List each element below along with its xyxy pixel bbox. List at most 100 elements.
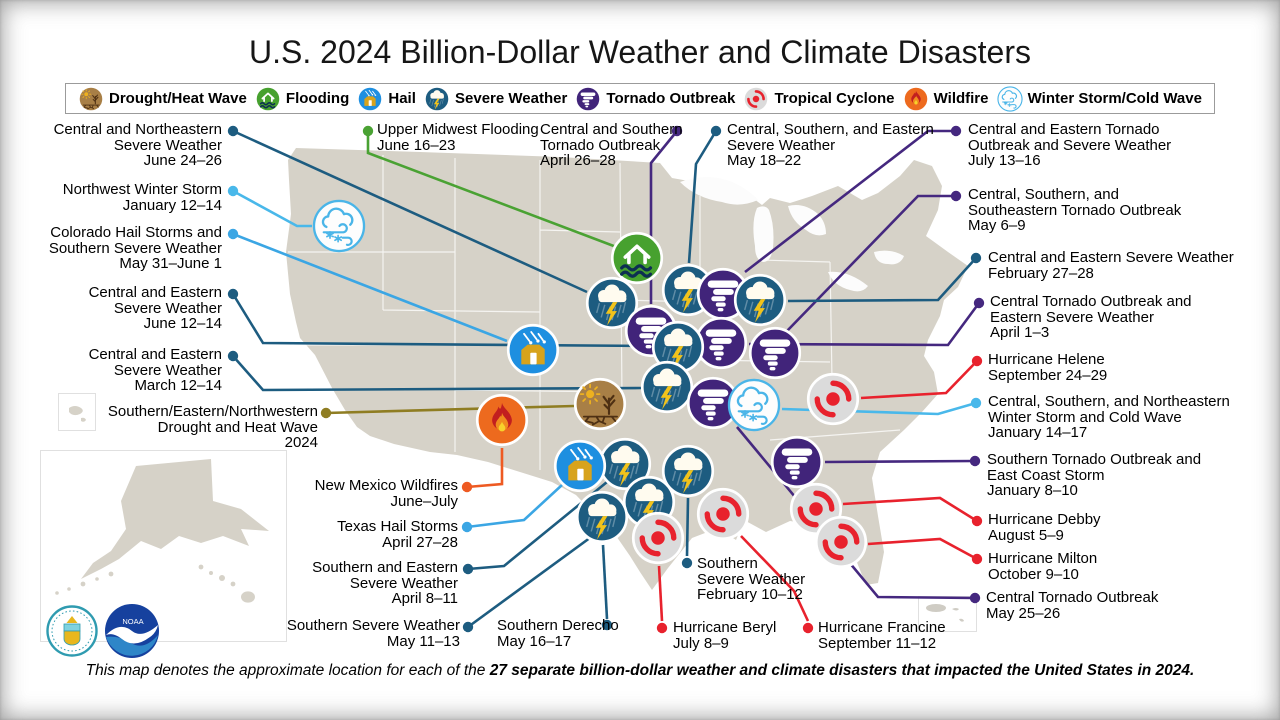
tornado-icon <box>770 435 824 489</box>
leader-line <box>232 232 508 343</box>
puerto-rico-inset <box>918 596 977 632</box>
disaster-label: Central, Southern, and Southeastern Torna… <box>968 186 1182 235</box>
hail-icon <box>506 323 560 377</box>
legend-item-drought: Drought/Heat Wave <box>78 86 247 112</box>
disaster-label: New Mexico Wildfires June–July <box>314 477 458 510</box>
disaster-label: Hurricane Beryl July 8–9 <box>673 619 777 652</box>
label-dot <box>970 397 982 409</box>
label-dot <box>601 619 613 631</box>
label-dot <box>681 557 693 569</box>
winter-icon <box>727 378 781 432</box>
cyclone-icon <box>631 511 685 565</box>
label-dot <box>971 355 983 367</box>
leader-line <box>467 480 608 571</box>
severe-icon <box>424 86 450 112</box>
leader-line <box>466 484 563 529</box>
legend-label: Hail <box>388 90 416 107</box>
leader-line <box>366 131 620 250</box>
label-dot <box>227 288 239 300</box>
aleutian-islands <box>55 571 114 595</box>
label-dot <box>971 553 983 565</box>
leader-line <box>232 189 312 228</box>
disaster-label: Upper Midwest Flooding June 16–23 <box>377 121 539 154</box>
leader-line <box>824 459 976 464</box>
pacific-islands-inset <box>58 393 96 431</box>
hail-icon <box>357 86 383 112</box>
legend-label: Severe Weather <box>455 90 568 107</box>
hail-icon <box>553 439 607 493</box>
label-dot <box>227 228 239 240</box>
label-dot <box>227 125 239 137</box>
label-dot <box>320 407 332 419</box>
label-dot <box>710 125 722 137</box>
leader-line <box>748 302 981 347</box>
disaster-label: Hurricane Milton October 9–10 <box>988 550 1098 583</box>
disaster-label: Southern/Eastern/Northwestern Drought and… <box>107 403 318 452</box>
leader-line <box>601 544 609 620</box>
disaster-label: Southern Derecho May 16–17 <box>497 617 619 650</box>
noaa-logo: NOAA <box>105 604 159 658</box>
leader-line <box>860 360 978 400</box>
label-dot <box>462 621 474 633</box>
severe-icon <box>575 490 629 544</box>
drought-icon <box>78 86 104 112</box>
label-dot <box>656 622 668 634</box>
legend-label: Wildfire <box>933 90 989 107</box>
legend-item-tornado: Tornado Outbreak <box>575 86 735 112</box>
legend-label: Drought/Heat Wave <box>109 90 247 107</box>
legend-label: Tropical Cyclone <box>774 90 895 107</box>
legend-label: Tornado Outbreak <box>606 90 736 107</box>
disaster-label: Central Tornado Outbreak and Eastern Seve… <box>990 293 1192 342</box>
label-dot <box>950 190 962 202</box>
label-dot <box>227 185 239 197</box>
legend-label: Flooding <box>285 90 350 107</box>
tornado-icon <box>575 86 601 112</box>
label-dot <box>461 521 473 533</box>
legend-item-winter: Winter Storm/Cold Wave <box>997 86 1202 112</box>
disaster-label: Central and Northeastern Severe Weather Ju… <box>53 121 222 170</box>
label-dot <box>969 455 981 467</box>
leader-line <box>842 496 978 523</box>
leader-line <box>232 355 642 392</box>
legend-bar: Drought/Heat Wave Flooding Hail Severe Weat… <box>65 83 1215 114</box>
footer-prefix: This map denotes the approximate locatio… <box>85 662 490 679</box>
disaster-label: Central, Southern, and Eastern Severe Wea… <box>727 121 934 170</box>
cyclone-icon <box>806 372 860 426</box>
cyclone-icon <box>814 515 868 569</box>
commerce-seal-logo <box>46 605 98 657</box>
disaster-label: Central and Eastern Tornado Outbreak and … <box>968 121 1172 170</box>
legend-label: Winter Storm/Cold Wave <box>1027 90 1202 107</box>
noaa-logo-text: NOAA <box>122 617 143 626</box>
label-dot <box>969 592 981 604</box>
leader-line <box>325 404 575 415</box>
disaster-label: Hurricane Helene September 24–29 <box>988 351 1108 384</box>
disaster-label: Central and Eastern Severe Weather Februa… <box>988 249 1234 282</box>
label-dot <box>971 515 983 527</box>
label-dot <box>362 125 374 137</box>
disaster-label: Central and Eastern Severe Weather March 1… <box>88 346 222 395</box>
leader-line <box>657 565 664 622</box>
disaster-label: Central Tornado Outbreak May 25–26 <box>986 589 1159 622</box>
winter-icon <box>997 86 1023 112</box>
winter-icon <box>312 199 366 253</box>
tornado-icon <box>748 326 802 380</box>
disaster-label: Northwest Winter Storm January 12–14 <box>62 181 222 214</box>
label-dot <box>462 563 474 575</box>
page-title: U.S. 2024 Billion-Dollar Weather and Cli… <box>249 34 1031 70</box>
disaster-label: Colorado Hail Storms and Southern Severe … <box>48 224 222 273</box>
disaster-label: Central, Southern, and Northeastern Winte… <box>988 393 1230 442</box>
label-dot <box>802 622 814 634</box>
drought-icon <box>573 377 627 431</box>
disaster-label: Southern and Eastern Severe Weather April … <box>312 559 458 608</box>
leader-line <box>687 130 718 264</box>
leader-line <box>787 257 977 303</box>
cyclone-icon <box>696 487 750 541</box>
legend-item-wildfire: Wildfire <box>903 86 989 112</box>
legend-item-flooding: Flooding <box>255 86 349 112</box>
label-dot <box>950 125 962 137</box>
label-dot <box>973 297 985 309</box>
label-dot <box>970 252 982 264</box>
leader-line <box>744 129 956 274</box>
